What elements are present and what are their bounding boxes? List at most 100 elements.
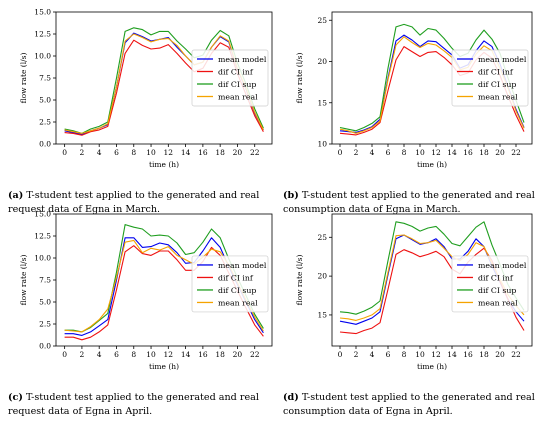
x-tick-label: 10 [146,148,156,157]
x-tick-label: 2 [80,148,85,157]
y-tick-label: 10.0 [34,52,51,61]
x-tick-label: 20 [495,148,505,157]
x-tick-label: 12 [164,148,174,157]
legend-label: dif CI inf [478,273,514,282]
caption-b-tag: (b) [283,190,299,201]
x-axis-label: time (h) [149,362,179,371]
x-axis-label: time (h) [417,362,447,371]
x-tick-label: 12 [431,148,441,157]
x-tick-label: 8 [402,350,407,359]
legend-box [451,255,529,313]
legend-label: mean model [218,261,267,270]
y-axis-label: flow rate (l/s) [295,255,304,306]
x-tick-label: 14 [447,148,457,157]
x-tick-label: 18 [479,350,489,359]
x-tick-label: 4 [370,350,375,359]
x-tick-label: 6 [114,148,119,157]
y-tick-label: 15 [317,311,327,320]
series-line-mean-real [64,33,264,134]
y-tick-label: 15.0 [34,210,51,219]
y-axis-label: flow rate (l/s) [19,255,28,306]
x-tick-label: 10 [415,148,425,157]
x-tick-label: 16 [198,350,208,359]
x-tick-label: 10 [146,350,156,359]
y-tick-label: 2.5 [39,118,51,127]
x-tick-label: 20 [233,350,243,359]
y-tick-label: 5.0 [39,298,51,307]
y-tick-label: 20 [317,57,327,66]
y-tick-label: 20 [317,272,327,281]
x-axis-label: time (h) [417,160,447,169]
plot-frame [331,11,533,145]
x-axis-label: time (h) [149,160,179,169]
chart-panel-b: 0 2 4 6 8 10 12 14 16 18 20 22 10 15 20 25 time (h) flow … [295,11,533,169]
y-tick-label: 15.0 [34,8,51,17]
x-tick-label: 8 [131,148,136,157]
x-tick-label: 6 [386,148,391,157]
caption-d-tag: (d) [283,392,299,403]
legend-label: dif CI sup [478,80,516,89]
legend-label: dif CI inf [478,67,514,76]
legend-label: mean real [478,92,518,101]
y-tick-label: 15 [317,98,327,107]
x-tick-label: 22 [250,350,260,359]
caption-a: (a) T-student test applied to the genera… [8,189,270,217]
chart-panel-c: 0 2 4 6 8 10 12 14 16 18 20 22 0.0 2.5 5.0 7.5 10.0 12.5 1… [19,210,273,371]
caption-c-text: T-student test applied to the generated … [8,392,259,417]
x-tick-label: 12 [164,350,174,359]
x-tick-label: 6 [114,350,119,359]
y-tick-label: 7.5 [39,74,51,83]
x-tick-label: 22 [511,148,521,157]
caption-b: (b) T-student test applied to the genera… [283,189,545,217]
legend-label: dif CI sup [478,286,516,295]
x-tick-label: 4 [97,350,102,359]
legend: mean model dif CI inf dif CI sup mean real [451,255,529,313]
caption-c: (c) T-student test applied to the genera… [8,391,270,419]
x-tick-label: 22 [250,148,260,157]
caption-d: (d) T-student test applied to the genera… [283,391,545,419]
caption-c-tag: (c) [8,392,23,403]
x-tick-label: 18 [215,148,225,157]
x-tick-label: 2 [80,350,85,359]
x-tick-label: 20 [495,350,505,359]
y-axis-label: flow rate (l/s) [19,53,28,104]
x-tick-label: 14 [181,350,191,359]
x-tick-label: 10 [415,350,425,359]
x-tick-label: 4 [370,148,375,157]
series-line-dif-ci-sup [339,23,525,132]
x-tick-label: 20 [233,148,243,157]
x-tick-label: 16 [463,148,473,157]
x-tick-label: 0 [62,350,67,359]
legend-box [191,49,269,107]
caption-b-text: T-student test applied to the generated … [283,190,535,215]
y-tick-label: 10 [317,140,327,149]
legend-label: dif CI sup [218,80,256,89]
x-tick-label: 0 [338,350,343,359]
x-tick-label: 0 [338,148,343,157]
x-tick-label: 16 [463,350,473,359]
caption-a-tag: (a) [8,190,24,201]
x-tick-label: 14 [181,148,191,157]
y-tick-label: 25 [317,233,327,242]
x-tick-label: 12 [431,350,441,359]
y-tick-label: 12.5 [34,30,51,39]
x-tick-label: 18 [215,350,225,359]
legend-box [451,49,529,107]
y-tick-label: 25 [317,16,327,25]
legend: mean model dif CI inf dif CI sup mean real [451,49,529,107]
series-line-dif-ci-sup [339,221,525,315]
x-tick-label: 14 [447,350,457,359]
x-tick-label: 16 [198,148,208,157]
x-tick-label: 18 [479,148,489,157]
legend-label: mean real [218,92,258,101]
legend-label: dif CI sup [218,286,256,295]
x-tick-label: 2 [354,148,359,157]
legend-label: mean model [218,55,267,64]
series-line-mean-model [339,34,525,133]
legend-label: mean real [218,298,258,307]
caption-d-text: T-student test applied to the generated … [283,392,535,417]
y-tick-label: 10.0 [34,254,51,263]
y-axis-label: flow rate (l/s) [295,53,304,104]
legend-label: dif CI inf [218,273,254,282]
